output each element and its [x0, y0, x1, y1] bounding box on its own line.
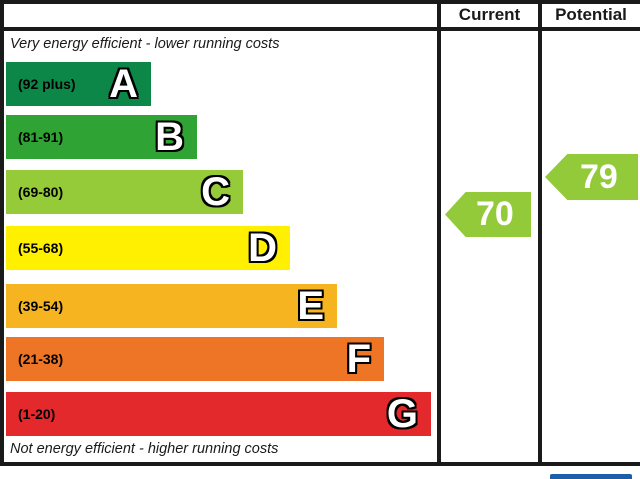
bottom-caption: Not energy efficient - higher running co… [10, 441, 279, 457]
band-letter: G [386, 392, 418, 436]
current-rating-arrow-icon: 70 [445, 192, 531, 237]
band-letter: C [201, 170, 230, 214]
current-rating-value: 70 [475, 195, 514, 233]
band-bar-f: (21-38) F [6, 337, 384, 381]
potential-rating-value: 79 [580, 157, 618, 196]
band-letter: E [297, 284, 324, 328]
band-range-label: (69-80) [18, 184, 64, 200]
band-range-label: (55-68) [18, 240, 64, 256]
top-caption: Very energy efficient - lower running co… [10, 36, 280, 52]
band-bar-c: (69-80) C [6, 170, 243, 214]
table-border-bottom [0, 462, 640, 466]
current-column-header: Current [458, 5, 521, 24]
band-bar-a: (92 plus) A [6, 62, 151, 106]
band-range-label: (92 plus) [18, 76, 76, 92]
band-letter: F [346, 337, 371, 381]
band-range-label: (81-91) [18, 129, 64, 145]
band-bar-b: (81-91) B [6, 115, 197, 159]
band-bar-d: (55-68) D [6, 226, 290, 270]
potential-rating-arrow-icon: 79 [545, 154, 638, 200]
band-range-label: (39-54) [18, 298, 64, 314]
band-letter: B [155, 115, 184, 159]
band-range-label: (21-38) [18, 351, 64, 367]
header-row-separator [0, 27, 640, 31]
cropped-blue-element [550, 474, 632, 479]
band-letter: D [248, 226, 277, 270]
band-letter: A [109, 62, 138, 106]
band-range-label: (1-20) [18, 406, 56, 422]
table-border-top [0, 0, 640, 4]
potential-column-separator [538, 0, 542, 466]
potential-column-header: Potential [555, 5, 627, 24]
band-bar-e: (39-54) E [6, 284, 337, 328]
current-column-separator [437, 0, 441, 466]
band-bar-g: (1-20) G [6, 392, 431, 436]
table-border-left [0, 0, 4, 466]
